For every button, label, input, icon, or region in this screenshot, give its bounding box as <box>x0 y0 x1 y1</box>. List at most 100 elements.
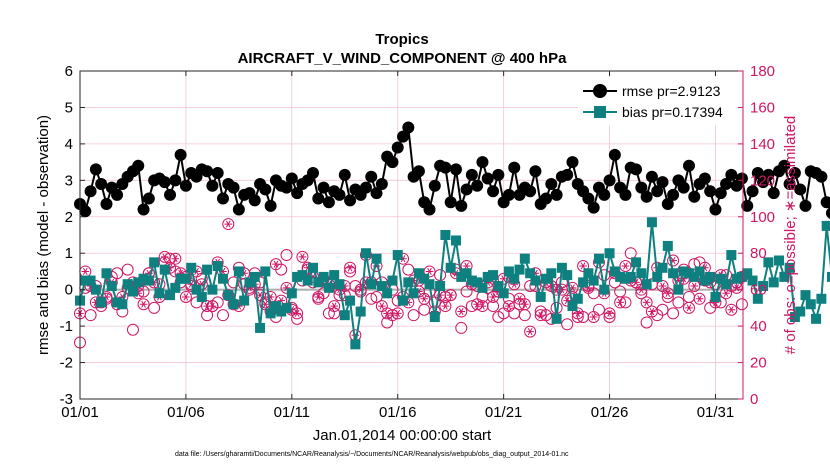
bias-point <box>165 290 176 301</box>
rmse-point <box>291 187 304 200</box>
bias-point <box>742 268 753 279</box>
rmse-point <box>587 201 600 214</box>
x-axis-label: Jan.01,2014 00:00:00 start <box>313 427 492 444</box>
assimilated-asterisk <box>621 262 630 270</box>
rmse-point <box>561 168 574 181</box>
bias-point <box>297 270 308 281</box>
rmse-point <box>465 168 478 181</box>
y-tick-label: 2 <box>65 209 73 226</box>
possible-point <box>291 312 304 325</box>
assimilated-point <box>280 281 293 294</box>
rmse-point <box>132 159 145 172</box>
possible-point <box>619 296 632 309</box>
bias-point <box>641 279 652 290</box>
rmse-point <box>508 161 521 174</box>
bias-point <box>440 230 451 240</box>
assimilated-asterisk <box>727 306 736 314</box>
bias-point <box>276 306 287 317</box>
assimilated-point <box>661 287 674 300</box>
rmse-point <box>651 185 664 198</box>
possible-point <box>169 265 182 278</box>
rmse-point <box>492 168 505 181</box>
bias-point <box>668 268 679 279</box>
bias-point <box>493 281 504 292</box>
assimilated-point <box>497 272 510 285</box>
bias-point <box>270 301 281 312</box>
rmse-point <box>280 181 293 194</box>
bias-point <box>763 257 774 268</box>
rmse-point <box>285 172 298 185</box>
assimilated-asterisk <box>648 307 656 316</box>
y-tick-label: -1 <box>60 318 73 335</box>
legend-rmse-label: rmse pr=2.9123 <box>622 83 721 99</box>
bias-point <box>143 275 154 286</box>
possible-point <box>211 296 224 309</box>
bias-point <box>726 250 737 261</box>
bias-point <box>461 268 472 279</box>
possible-point <box>275 263 288 276</box>
bias-point <box>366 279 377 290</box>
bias-point <box>424 279 435 290</box>
rmse-point <box>640 190 653 203</box>
assimilated-asterisk <box>81 267 90 275</box>
possible-point <box>571 311 584 323</box>
bias-point <box>525 268 536 279</box>
rmse-point <box>386 156 399 169</box>
possible-point <box>465 300 478 313</box>
rmse-point <box>550 188 563 201</box>
bias-point <box>244 277 255 288</box>
rmse-point <box>111 188 124 201</box>
y2-tick-label: 120 <box>750 172 775 189</box>
y2-tick-label: 60 <box>750 282 767 299</box>
possible-point <box>714 296 727 309</box>
rmse-point <box>84 185 97 198</box>
bias-point <box>466 275 477 286</box>
possible-point <box>148 301 161 314</box>
bias-point <box>323 282 334 293</box>
possible-point <box>656 303 669 316</box>
rmse-point <box>714 187 727 200</box>
rmse-point <box>481 172 494 185</box>
rmse-point <box>174 148 187 161</box>
bias-series <box>75 217 830 350</box>
possible-point <box>513 298 526 311</box>
bias-point <box>392 250 403 261</box>
possible-point <box>111 267 124 280</box>
assimilated-asterisk <box>298 253 307 261</box>
rmse-point <box>540 192 553 205</box>
rmse-point <box>322 196 335 209</box>
bias-point <box>747 275 758 286</box>
rmse-point <box>264 199 277 212</box>
bias-point <box>382 288 393 299</box>
bias-point <box>260 266 271 277</box>
y2-tick-label: 40 <box>750 318 767 335</box>
y-tick-label: 5 <box>65 99 73 116</box>
assimilated-point <box>455 305 468 318</box>
assimilated-asterisk <box>685 304 693 312</box>
bias-point <box>620 273 631 284</box>
rmse-point <box>338 168 351 181</box>
bias-point <box>699 275 710 286</box>
bias-point <box>85 275 96 286</box>
bias-point <box>329 270 340 281</box>
bias-point <box>207 284 218 295</box>
possible-point <box>614 285 627 298</box>
possible-point <box>682 290 695 303</box>
bias-point <box>355 306 366 317</box>
possible-point <box>592 303 605 316</box>
bias-point <box>345 295 356 306</box>
possible-point <box>735 298 748 311</box>
possible-point <box>598 269 611 282</box>
bias-point <box>212 260 223 271</box>
rmse-point <box>365 170 378 183</box>
rmse-point <box>402 121 415 134</box>
possible-point <box>603 311 616 323</box>
possible-point <box>577 311 590 323</box>
bias-point <box>768 277 779 288</box>
bias-point <box>509 273 520 284</box>
rmse-point <box>449 163 462 176</box>
bias-point <box>292 271 303 282</box>
bias-point <box>784 262 795 273</box>
bias-point <box>191 284 202 295</box>
rmse-point <box>216 192 229 205</box>
